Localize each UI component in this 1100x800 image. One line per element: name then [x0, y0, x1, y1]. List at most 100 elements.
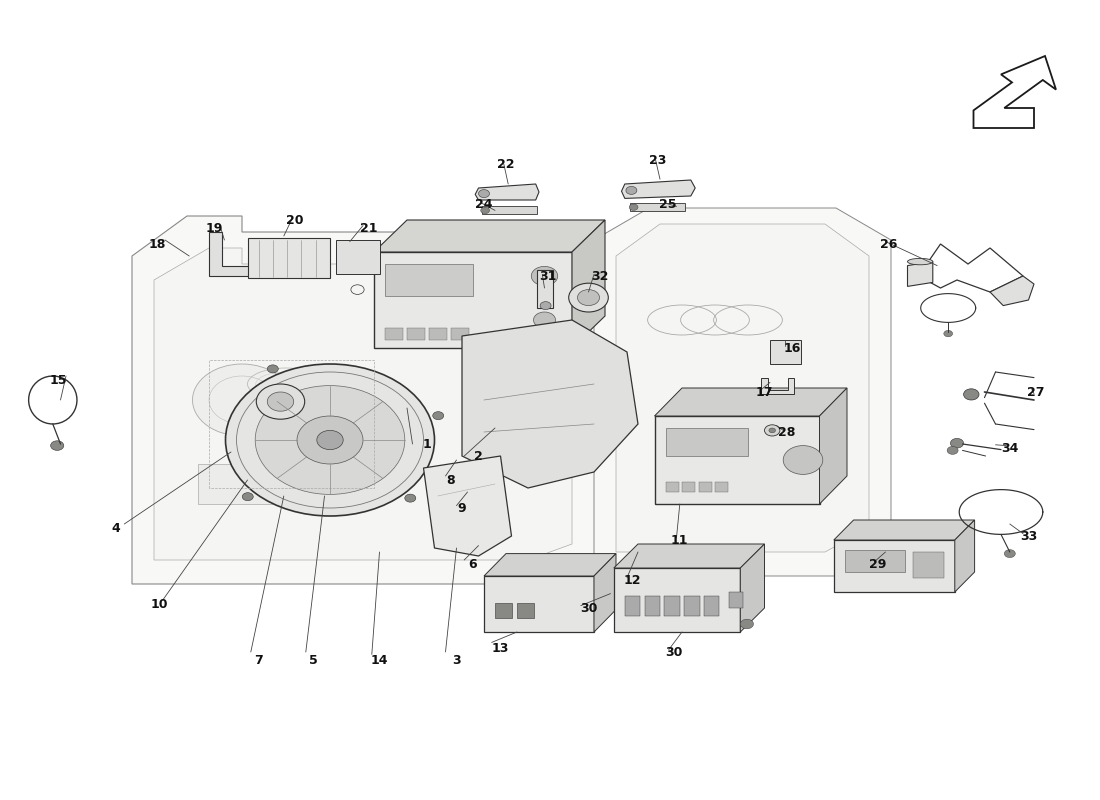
Text: 31: 31	[539, 270, 557, 282]
Circle shape	[317, 430, 343, 450]
Polygon shape	[475, 184, 539, 200]
Polygon shape	[198, 464, 330, 504]
Bar	[913, 552, 944, 578]
Text: 17: 17	[756, 386, 773, 398]
Polygon shape	[572, 220, 605, 348]
Circle shape	[783, 446, 823, 474]
Bar	[684, 596, 700, 616]
Text: 34: 34	[1001, 442, 1019, 454]
Polygon shape	[154, 248, 572, 560]
Text: 14: 14	[371, 654, 388, 666]
Circle shape	[534, 312, 556, 328]
Bar	[698, 482, 712, 492]
Circle shape	[432, 412, 443, 420]
Circle shape	[255, 386, 405, 494]
Text: 19: 19	[206, 222, 223, 234]
Text: 8: 8	[447, 474, 455, 486]
Text: 26: 26	[880, 238, 898, 250]
Circle shape	[626, 186, 637, 194]
Text: 3: 3	[452, 654, 461, 666]
Polygon shape	[594, 208, 891, 576]
Circle shape	[769, 428, 776, 433]
Text: 24: 24	[475, 198, 493, 210]
Text: 28: 28	[778, 426, 795, 438]
Polygon shape	[484, 554, 616, 576]
Bar	[630, 203, 685, 211]
Polygon shape	[209, 232, 258, 276]
Bar	[625, 596, 640, 616]
Circle shape	[267, 392, 294, 411]
Circle shape	[242, 493, 253, 501]
Circle shape	[226, 364, 434, 516]
Bar	[664, 596, 680, 616]
Bar	[704, 596, 719, 616]
Bar	[336, 240, 380, 274]
Bar	[834, 540, 955, 592]
Polygon shape	[594, 554, 616, 632]
Circle shape	[267, 365, 278, 373]
Circle shape	[192, 364, 292, 436]
Text: 1: 1	[422, 438, 431, 450]
Bar	[374, 252, 572, 348]
Polygon shape	[990, 276, 1034, 306]
Text: 7: 7	[254, 654, 263, 666]
Circle shape	[944, 330, 953, 337]
Text: 6: 6	[469, 558, 477, 570]
Circle shape	[578, 290, 600, 306]
Ellipse shape	[908, 258, 933, 265]
Text: 13: 13	[492, 642, 509, 654]
Text: 32: 32	[591, 270, 608, 282]
Text: 33: 33	[1020, 530, 1037, 542]
Bar	[770, 340, 801, 364]
Polygon shape	[820, 388, 847, 504]
Text: 20: 20	[286, 214, 304, 226]
Bar	[614, 568, 740, 632]
Polygon shape	[374, 220, 605, 252]
Bar	[385, 328, 403, 340]
Polygon shape	[616, 224, 869, 552]
Text: 5: 5	[309, 654, 318, 666]
Text: 9: 9	[458, 502, 466, 514]
Circle shape	[964, 389, 979, 400]
Bar	[666, 428, 748, 456]
Circle shape	[297, 416, 363, 464]
Circle shape	[256, 384, 305, 419]
Bar	[715, 482, 728, 492]
Polygon shape	[834, 520, 975, 540]
Text: 29: 29	[869, 558, 887, 570]
Circle shape	[950, 438, 964, 448]
Text: 22: 22	[497, 158, 515, 170]
Polygon shape	[424, 456, 512, 556]
Circle shape	[478, 190, 490, 198]
Polygon shape	[614, 544, 764, 568]
Circle shape	[740, 619, 754, 629]
Polygon shape	[740, 544, 764, 632]
Bar	[645, 596, 660, 616]
Polygon shape	[132, 216, 605, 584]
Polygon shape	[462, 320, 638, 488]
Bar	[729, 592, 743, 608]
Circle shape	[629, 204, 638, 210]
Bar	[482, 206, 537, 214]
Text: 2: 2	[474, 450, 483, 462]
Bar	[537, 270, 553, 308]
Circle shape	[569, 283, 608, 312]
Bar	[495, 603, 512, 618]
Text: 12: 12	[624, 574, 641, 586]
Text: 15: 15	[50, 374, 67, 386]
Polygon shape	[654, 388, 847, 416]
Text: 16: 16	[783, 342, 801, 354]
Circle shape	[540, 302, 551, 310]
Bar	[407, 328, 425, 340]
Bar	[517, 603, 534, 618]
Text: 4: 4	[111, 522, 120, 534]
Text: 30: 30	[580, 602, 597, 614]
Polygon shape	[908, 262, 933, 286]
Circle shape	[405, 494, 416, 502]
Bar	[654, 416, 820, 504]
Bar	[682, 482, 695, 492]
Bar	[429, 328, 447, 340]
Bar	[845, 550, 905, 572]
Text: 30: 30	[666, 646, 683, 658]
Polygon shape	[761, 378, 794, 394]
